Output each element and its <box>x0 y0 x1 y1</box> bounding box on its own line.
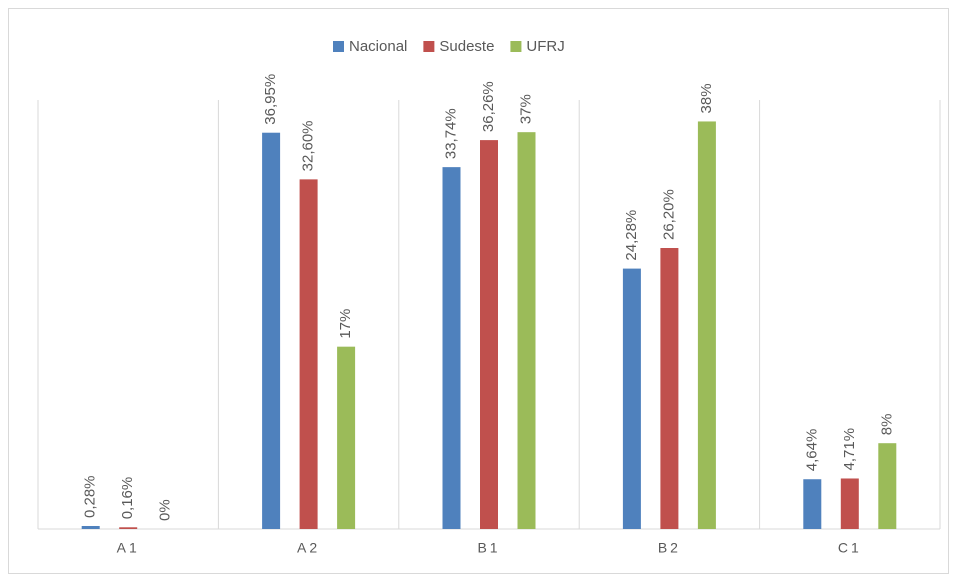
data-label: 24,28% <box>623 210 640 261</box>
data-label: 0,28% <box>82 475 99 518</box>
chart-border <box>8 8 949 574</box>
bar <box>119 527 138 529</box>
data-label: 17% <box>337 309 354 339</box>
bar <box>81 525 100 529</box>
data-label: 38% <box>698 83 715 113</box>
data-label: 26,20% <box>660 189 677 240</box>
bar <box>878 443 897 529</box>
bar <box>442 167 461 530</box>
bar <box>480 140 498 529</box>
bar <box>517 132 536 530</box>
x-tick-label: A2 <box>297 540 320 556</box>
data-label: 37% <box>517 94 534 124</box>
data-label: 0,16% <box>119 477 136 520</box>
legend-label: Nacional <box>349 38 407 55</box>
legend-label: Sudeste <box>439 38 494 55</box>
data-label: 33,74% <box>442 108 459 159</box>
legend-label: UFRJ <box>526 38 564 55</box>
bar <box>337 346 356 529</box>
data-label: 36,26% <box>480 81 497 132</box>
data-label: 32,60% <box>300 120 317 171</box>
bar <box>840 478 859 529</box>
data-label: 8% <box>878 414 895 436</box>
legend-swatch <box>333 41 344 52</box>
x-tick-label: A1 <box>117 540 140 556</box>
x-tick-label: C1 <box>838 540 862 556</box>
data-label: 0% <box>157 499 174 521</box>
bar <box>299 179 318 530</box>
bar <box>262 132 281 529</box>
legend-swatch <box>510 41 522 52</box>
bar <box>622 268 641 529</box>
bar <box>660 248 679 529</box>
x-tick-label: B1 <box>477 540 500 556</box>
data-label: 36,95% <box>262 74 279 125</box>
bar <box>803 479 822 529</box>
data-label: 4,64% <box>803 429 820 472</box>
legend-swatch <box>423 41 435 52</box>
data-label: 4,71% <box>841 428 858 471</box>
bar <box>697 121 716 529</box>
x-tick-label: B2 <box>658 540 681 556</box>
